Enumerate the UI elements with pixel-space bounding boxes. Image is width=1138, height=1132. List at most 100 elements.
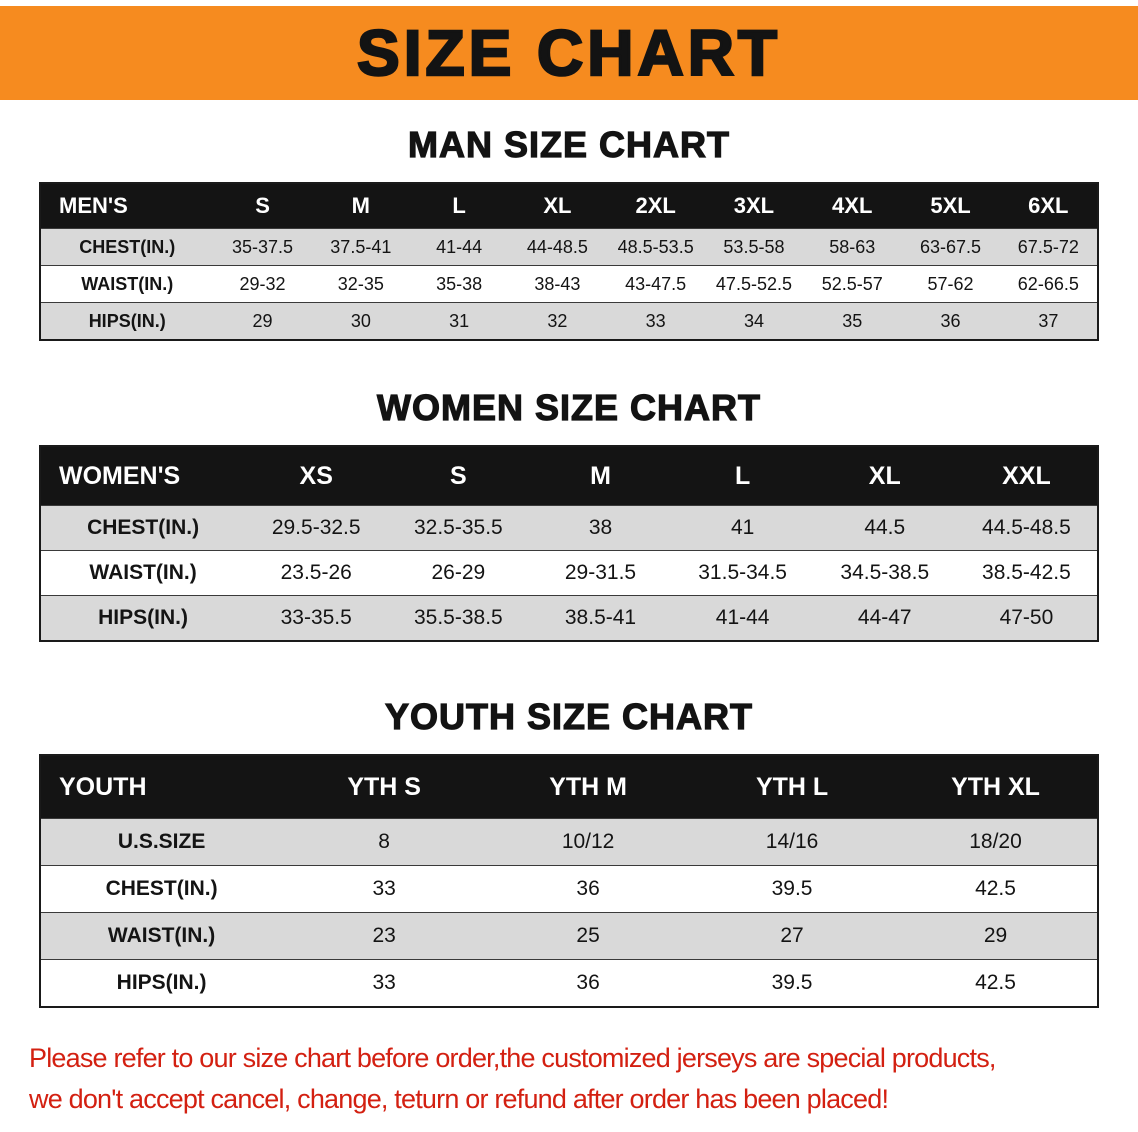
size-column-header: L <box>409 183 509 229</box>
measurement-value: 30 <box>311 302 410 340</box>
measurement-value: 58-63 <box>803 228 902 266</box>
youth-section-heading: YOUTH SIZE CHART <box>384 695 753 737</box>
size-column-header: 5XL <box>901 183 1000 229</box>
men-size-table: MEN'S S M L XL 2XL 3XL 4XL 5XL 6XL CHEST(IN.) 35-37… <box>39 182 1099 341</box>
measurement-value: 29.5-32.5 <box>245 505 388 551</box>
measurement-row: CHEST(IN.) 33 36 39.5 42.5 <box>40 865 1098 913</box>
measurement-value: 42.5 <box>894 865 1098 913</box>
measurement-value: 23 <box>282 912 487 960</box>
measurement-value: 33-35.5 <box>245 595 388 641</box>
measurement-value: 57-62 <box>901 265 1000 303</box>
measurement-value: 35-38 <box>409 265 509 303</box>
measurement-row: CHEST(IN.) 35-37.5 37.5-41 41-44 44-48.5 48.5… <box>40 228 1098 266</box>
measurement-label: HIPS(IN.) <box>40 302 214 340</box>
measurement-value: 67.5-72 <box>999 228 1098 266</box>
measurement-row: HIPS(IN.) 29 30 31 32 33 34 35 36 37 <box>40 302 1098 340</box>
table-title-cell: MEN'S <box>40 183 214 229</box>
measurement-value: 38 <box>529 505 672 551</box>
page-title: SIZE CHART <box>356 16 781 91</box>
size-column-header: XL <box>813 446 956 506</box>
size-column-header: S <box>387 446 530 506</box>
measurement-label: WAIST(IN.) <box>40 550 246 596</box>
measurement-value: 8 <box>282 818 487 866</box>
measurement-value: 44-47 <box>813 595 956 641</box>
youth-size-table: YOUTH YTH S YTH M YTH L YTH XL U.S.SIZE 8 10/12… <box>39 754 1099 1008</box>
measurement-label: CHEST(IN.) <box>40 505 246 551</box>
size-column-header: YTH S <box>282 755 487 819</box>
size-column-header: 4XL <box>803 183 902 229</box>
measurement-value: 32 <box>508 302 607 340</box>
measurement-label: HIPS(IN.) <box>40 959 283 1007</box>
measurement-value: 38-43 <box>508 265 607 303</box>
measurement-value: 47-50 <box>955 595 1098 641</box>
measurement-value: 42.5 <box>894 959 1098 1007</box>
measurement-value: 52.5-57 <box>803 265 902 303</box>
women-size-table: WOMEN'S XS S M L XL XXL CHEST(IN.) 29.5-32.5 32.5… <box>39 445 1099 642</box>
size-column-header: 3XL <box>704 183 804 229</box>
measurement-value: 32-35 <box>311 265 410 303</box>
size-column-header: XS <box>245 446 388 506</box>
size-column-header: YTH L <box>690 755 895 819</box>
measurement-value: 37 <box>999 302 1098 340</box>
size-column-header: XXL <box>955 446 1098 506</box>
table-title-cell: YOUTH <box>40 755 283 819</box>
disclaimer-line-2: we don't accept cancel, change, teturn o… <box>29 1083 889 1114</box>
measurement-value: 31 <box>409 302 509 340</box>
measurement-value: 23.5-26 <box>245 550 388 596</box>
header-row: YOUTH YTH S YTH M YTH L YTH XL <box>40 755 1098 819</box>
measurement-label: U.S.SIZE <box>40 818 283 866</box>
measurement-value: 33 <box>282 959 487 1007</box>
size-column-header: 6XL <box>999 183 1098 229</box>
size-column-header: 2XL <box>606 183 705 229</box>
measurement-value: 41-44 <box>671 595 814 641</box>
measurement-value: 53.5-58 <box>704 228 804 266</box>
measurement-value: 33 <box>282 865 487 913</box>
measurement-row: WAIST(IN.) 29-32 32-35 35-38 38-43 43-47.5 47.… <box>40 265 1098 303</box>
women-section-heading: WOMEN SIZE CHART <box>376 386 761 428</box>
measurement-label: CHEST(IN.) <box>40 865 283 913</box>
measurement-value: 36 <box>486 865 691 913</box>
measurement-value: 38.5-42.5 <box>955 550 1098 596</box>
measurement-value: 44.5 <box>813 505 956 551</box>
measurement-value: 34 <box>704 302 804 340</box>
table-title-cell: WOMEN'S <box>40 446 246 506</box>
measurement-label: WAIST(IN.) <box>40 912 283 960</box>
measurement-value: 18/20 <box>894 818 1098 866</box>
women-size-section: WOMEN SIZE CHART WOMEN'S XS S M L XL XXL CHEST(… <box>0 386 1138 642</box>
measurement-value: 35-37.5 <box>213 228 312 266</box>
measurement-row: WAIST(IN.) 23 25 27 29 <box>40 912 1098 960</box>
measurement-value: 26-29 <box>387 550 530 596</box>
measurement-value: 63-67.5 <box>901 228 1000 266</box>
size-column-header: L <box>671 446 814 506</box>
measurement-value: 35.5-38.5 <box>387 595 530 641</box>
size-column-header: YTH XL <box>894 755 1098 819</box>
measurement-value: 43-47.5 <box>606 265 705 303</box>
measurement-label: HIPS(IN.) <box>40 595 246 641</box>
measurement-value: 36 <box>901 302 1000 340</box>
disclaimer: Please refer to our size chart before or… <box>29 1038 1109 1119</box>
measurement-row: HIPS(IN.) 33 36 39.5 42.5 <box>40 959 1098 1007</box>
measurement-value: 10/12 <box>486 818 691 866</box>
size-column-header: YTH M <box>486 755 691 819</box>
men-section-heading: MAN SIZE CHART <box>407 123 730 165</box>
measurement-value: 14/16 <box>690 818 895 866</box>
measurement-value: 44-48.5 <box>508 228 607 266</box>
measurement-label: CHEST(IN.) <box>40 228 214 266</box>
measurement-value: 32.5-35.5 <box>387 505 530 551</box>
measurement-value: 31.5-34.5 <box>671 550 814 596</box>
measurement-row: CHEST(IN.) 29.5-32.5 32.5-35.5 38 41 44.5 44.5… <box>40 505 1098 551</box>
disclaimer-line-1: Please refer to our size chart before or… <box>29 1043 996 1073</box>
size-column-header: S <box>213 183 312 229</box>
men-size-section: MAN SIZE CHART MEN'S S M L XL 2XL 3XL 4XL 5XL 6XL… <box>0 123 1138 341</box>
youth-size-section: YOUTH SIZE CHART YOUTH YTH S YTH M YTH L YTH… <box>0 695 1138 1008</box>
size-column-header: M <box>529 446 672 506</box>
header-row: MEN'S S M L XL 2XL 3XL 4XL 5XL 6XL <box>40 183 1098 229</box>
measurement-value: 38.5-41 <box>529 595 672 641</box>
measurement-value: 48.5-53.5 <box>606 228 705 266</box>
measurement-value: 34.5-38.5 <box>813 550 956 596</box>
measurement-value: 41-44 <box>409 228 509 266</box>
banner: SIZE CHART <box>0 6 1138 100</box>
measurement-row: HIPS(IN.) 33-35.5 35.5-38.5 38.5-41 41-44 44-… <box>40 595 1098 641</box>
measurement-value: 41 <box>671 505 814 551</box>
measurement-value: 27 <box>690 912 895 960</box>
